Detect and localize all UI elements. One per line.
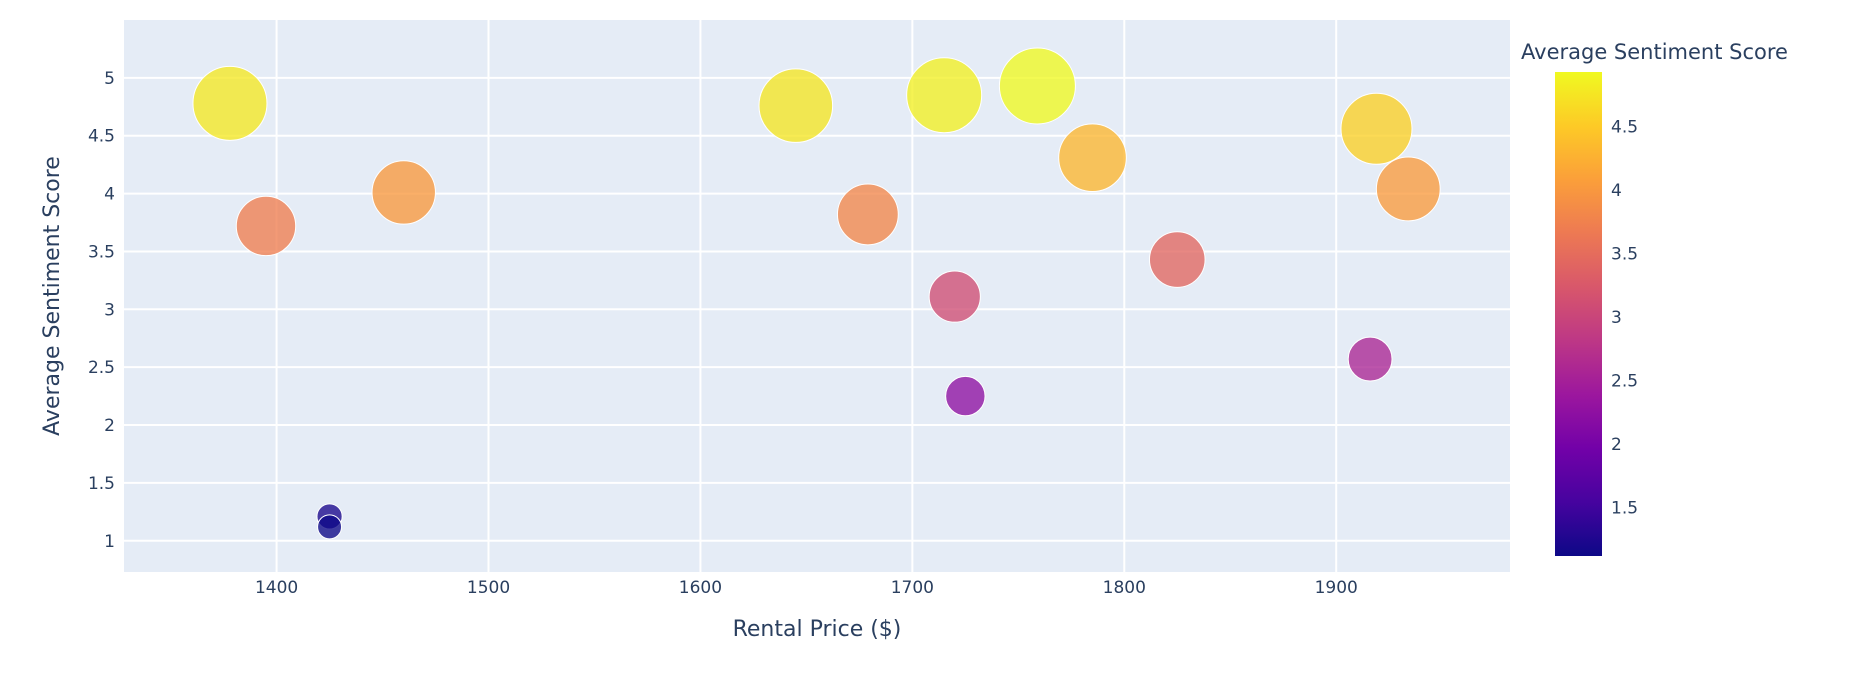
bubble-point[interactable]: [235, 195, 297, 257]
bubble-point[interactable]: [998, 47, 1076, 125]
colorbar-tick-label: 3: [1611, 308, 1622, 328]
colorbar-tick-label: 1.5: [1611, 499, 1638, 519]
colorbar-ticks: 1.5 2 2.5 3 3.5 4 4.5: [1611, 118, 1638, 519]
bubble-point[interactable]: [1347, 336, 1393, 382]
y-tick-label: 2: [104, 416, 115, 436]
bubble-point[interactable]: [906, 57, 983, 134]
x-tick-labels: 1400 1500 1600 1700 1800 1900: [255, 578, 1358, 598]
y-tick-labels: 1 1.5 2 2.5 3 3.5 4 4.5 5: [88, 69, 115, 552]
y-tick-label: 1: [104, 532, 115, 552]
bubble-point[interactable]: [1340, 92, 1413, 165]
y-tick-label: 4.5: [88, 127, 115, 147]
bubble-point[interactable]: [758, 68, 834, 143]
bubble-point[interactable]: [945, 375, 986, 417]
x-tick-label: 1500: [467, 578, 510, 598]
colorbar-title: Average Sentiment Score: [1521, 40, 1788, 64]
y-tick-label: 5: [104, 69, 115, 89]
bubble-point[interactable]: [317, 514, 343, 540]
y-tick-label: 3: [104, 300, 115, 320]
x-tick-label: 1900: [1315, 578, 1358, 598]
x-axis-title: Rental Price ($): [733, 617, 902, 642]
bubble-point[interactable]: [1058, 123, 1127, 193]
bubble-point[interactable]: [371, 160, 436, 225]
y-tick-label: 3.5: [88, 242, 115, 262]
colorbar-tick-label: 4: [1611, 181, 1622, 201]
colorbar-tick-label: 2: [1611, 435, 1622, 455]
colorbar-tick-label: 2.5: [1611, 372, 1638, 392]
data-points: [192, 47, 1441, 540]
bubble-point[interactable]: [1375, 156, 1441, 222]
colorbar-tick-label: 3.5: [1611, 245, 1638, 265]
y-tick-label: 2.5: [88, 358, 115, 378]
y-tick-label: 4: [104, 185, 115, 205]
colorbar: [1555, 72, 1602, 556]
bubble-point[interactable]: [1148, 231, 1206, 288]
colorbar-tick-label: 4.5: [1611, 118, 1638, 138]
bubble-point[interactable]: [192, 65, 268, 141]
x-tick-label: 1400: [255, 578, 298, 598]
x-tick-label: 1700: [891, 578, 934, 598]
y-axis-title: Average Sentiment Score: [40, 156, 65, 436]
bubble-point[interactable]: [928, 270, 981, 323]
x-tick-label: 1600: [679, 578, 722, 598]
x-tick-label: 1800: [1103, 578, 1146, 598]
bubble-point[interactable]: [836, 183, 899, 246]
y-tick-label: 1.5: [88, 474, 115, 494]
